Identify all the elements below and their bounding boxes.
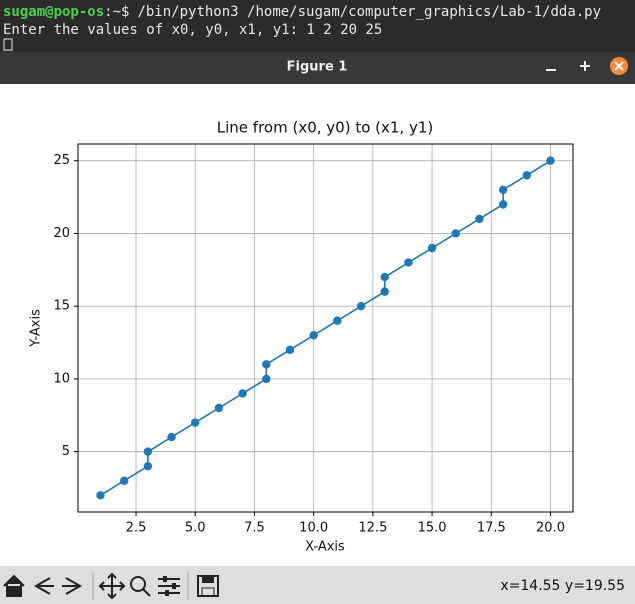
pan-button[interactable] xyxy=(98,572,126,600)
marker xyxy=(167,432,176,442)
figure xyxy=(0,84,635,566)
marker xyxy=(262,374,271,384)
marker xyxy=(380,287,389,296)
x-axis-label: X-Axis xyxy=(305,540,345,555)
marker xyxy=(191,418,200,427)
forward-button[interactable] xyxy=(62,577,83,595)
x-tick-label: 15.0 xyxy=(418,521,447,536)
marker xyxy=(498,200,508,209)
y-tick-label: 25 xyxy=(53,153,70,168)
marker xyxy=(285,345,295,355)
marker xyxy=(356,301,366,311)
marker xyxy=(522,171,532,180)
configure-button[interactable] xyxy=(158,576,180,596)
x-tick-label: 12.5 xyxy=(358,521,387,536)
close-button[interactable] xyxy=(610,57,628,75)
y-tick-label: 5 xyxy=(62,444,70,459)
zoom-button[interactable] xyxy=(130,576,151,597)
chart-title: Line from (x0, y0) to (x1, y1) xyxy=(217,119,433,137)
marker xyxy=(214,403,224,413)
prompt-user: sugam@pop-os xyxy=(3,4,104,20)
x-tick-label: 5.0 xyxy=(185,521,206,536)
marker xyxy=(96,491,105,500)
x-tick-label: 17.5 xyxy=(477,521,506,536)
cursor-position: x=14.55 y=19.55 xyxy=(500,578,625,594)
window-title: Figure 1 xyxy=(287,60,348,75)
save-button[interactable] xyxy=(197,575,219,597)
prompt-suffix: :~$ xyxy=(104,4,129,20)
marker xyxy=(262,360,271,369)
y-tick-label: 10 xyxy=(53,371,70,386)
axes-frame xyxy=(77,143,574,513)
marker xyxy=(143,461,153,471)
x-tick-label: 7.5 xyxy=(244,521,265,536)
command: /bin/python3 /home/sugam/computer_graphi… xyxy=(137,4,601,20)
x-tick-label: 2.5 xyxy=(126,521,147,536)
marker xyxy=(333,316,342,325)
marker xyxy=(475,214,484,224)
marker xyxy=(498,185,508,195)
marker xyxy=(119,476,129,485)
marker xyxy=(143,447,153,456)
home-button[interactable] xyxy=(3,574,25,597)
line xyxy=(100,160,551,496)
marker xyxy=(238,389,247,398)
x-tick-label: 10.0 xyxy=(299,521,328,536)
marker xyxy=(309,331,318,340)
marker xyxy=(404,258,413,267)
marker xyxy=(546,156,555,165)
marker xyxy=(451,229,460,238)
terminal-output: Enter the values of x0, y0, x1, y1: 1 2 … xyxy=(3,22,382,38)
x-tick-label: 20.0 xyxy=(536,521,565,536)
terminal xyxy=(0,0,635,52)
cursor xyxy=(3,38,13,51)
marker xyxy=(427,243,437,253)
y-axis-label: Y-Axis xyxy=(29,309,44,348)
terminal-line: sugam@pop-os:~$ /bin/python3 /home/sugam/… xyxy=(3,4,601,20)
maximize-button[interactable] xyxy=(580,61,590,71)
marker xyxy=(380,272,389,282)
y-tick-label: 15 xyxy=(53,299,70,314)
title-bar xyxy=(0,52,635,84)
back-button[interactable] xyxy=(33,577,54,595)
y-tick-label: 20 xyxy=(53,226,70,241)
plot: 2.5 5.0 7.5 10.0 12.5 15.0 17.5 20.0 5 10 15 20 25 xyxy=(53,143,574,536)
